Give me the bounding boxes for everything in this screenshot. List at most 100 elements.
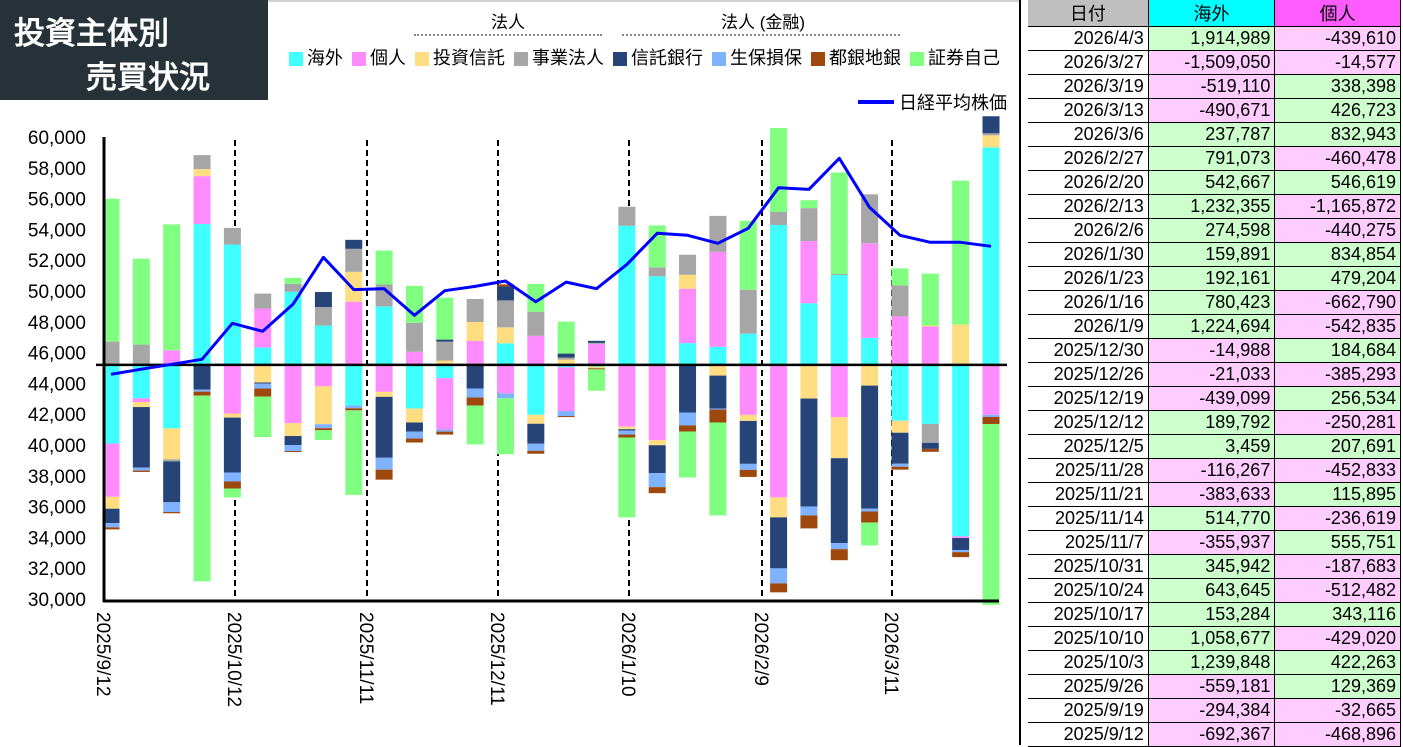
- bar-segment: [588, 341, 605, 343]
- bar-segment: [649, 445, 666, 473]
- bar-segment: [345, 410, 362, 495]
- bar-segment: [285, 445, 302, 451]
- cell-kojin: -32,665: [1275, 699, 1401, 723]
- bar-segment: [436, 430, 453, 432]
- x-tick-label: 2025/12/11: [486, 612, 507, 706]
- bar-segment: [497, 286, 514, 300]
- bar-segment: [679, 431, 696, 477]
- bar-segment: [952, 181, 969, 325]
- y-tick-label: 52,000: [28, 251, 86, 272]
- bar-segment: [315, 386, 332, 424]
- x-tick-label: 2026/1/10: [617, 612, 638, 697]
- bar-segment: [831, 417, 848, 458]
- bar-segment: [588, 367, 605, 369]
- bar-segment: [679, 413, 696, 426]
- cell-date: 2026/4/3: [1028, 27, 1148, 51]
- bar-segment: [709, 252, 726, 347]
- bar-segment: [952, 325, 969, 365]
- cell-kojin: 338,398: [1275, 75, 1401, 99]
- cell-date: 2026/3/6: [1028, 123, 1148, 147]
- cell-kojin: -440,275: [1275, 219, 1401, 243]
- bar-segment: [527, 336, 544, 365]
- bar-segment: [922, 327, 939, 365]
- bar-segment: [315, 307, 332, 326]
- bar-segment: [709, 347, 726, 365]
- cell-kaigai: -355,937: [1148, 531, 1275, 555]
- cell-kaigai: 514,770: [1148, 507, 1275, 531]
- bar-segment: [558, 367, 575, 411]
- table-row: 2026/3/27-1,509,050-14,577: [1028, 51, 1401, 75]
- bar-segment: [891, 433, 908, 464]
- bar-segment: [558, 416, 575, 417]
- bar-segment: [649, 473, 666, 487]
- bar-segment: [345, 272, 362, 302]
- y-tick-label: 48,000: [28, 313, 86, 334]
- bar-segment: [558, 322, 575, 354]
- bar-segment: [376, 470, 393, 480]
- y-tick-label: 54,000: [28, 220, 86, 241]
- bar-segment: [588, 343, 605, 344]
- bar-segment: [376, 392, 393, 397]
- cell-date: 2026/1/30: [1028, 243, 1148, 267]
- bar-segment: [679, 343, 696, 365]
- bar-segment: [467, 398, 484, 406]
- bar-segment: [194, 224, 211, 365]
- cell-date: 2026/3/19: [1028, 75, 1148, 99]
- bar-segment: [194, 392, 211, 396]
- bar-segment: [254, 294, 271, 309]
- bar-segment: [618, 226, 635, 365]
- bar-segment: [406, 409, 423, 423]
- bar-segment: [922, 365, 939, 424]
- bar-segment: [133, 259, 150, 345]
- cell-kojin: 129,369: [1275, 675, 1401, 699]
- bar-segment: [285, 451, 302, 452]
- bar-segment: [497, 365, 514, 393]
- bar-segment: [436, 432, 453, 435]
- bar-segment: [497, 327, 514, 343]
- bar-segment: [679, 275, 696, 289]
- cell-date: 2026/1/9: [1028, 315, 1148, 339]
- cell-date: 2025/10/3: [1028, 651, 1148, 675]
- cell-kaigai: 153,284: [1148, 603, 1275, 627]
- bar-segment: [861, 509, 878, 512]
- cell-kojin: 834,854: [1275, 243, 1401, 267]
- bar-segment: [254, 365, 271, 383]
- bar-segment: [952, 538, 969, 550]
- cell-date: 2025/10/10: [1028, 627, 1148, 651]
- x-tick-label: 2025/9/12: [92, 612, 113, 697]
- bar-segment: [163, 459, 180, 461]
- bar-segment: [770, 212, 787, 225]
- cell-kojin: -439,610: [1275, 27, 1401, 51]
- cell-kaigai: -383,633: [1148, 483, 1275, 507]
- cell-date: 2026/2/6: [1028, 219, 1148, 243]
- bar-segment: [618, 431, 635, 435]
- bar-segment: [527, 312, 544, 336]
- bar-segment: [163, 512, 180, 513]
- cell-kaigai: 780,423: [1148, 291, 1275, 315]
- cell-kaigai: -519,110: [1148, 75, 1275, 99]
- cell-date: 2025/11/28: [1028, 459, 1148, 483]
- bar-segment: [740, 290, 757, 334]
- bar-segment: [345, 405, 362, 408]
- bar-segment: [679, 365, 696, 413]
- bar-segment: [831, 543, 848, 549]
- bar-segment: [345, 240, 362, 249]
- cell-date: 2026/1/23: [1028, 267, 1148, 291]
- bar-segment: [649, 276, 666, 365]
- bar-segment: [194, 176, 211, 224]
- bar-segment: [983, 135, 1000, 147]
- bar-segment: [224, 228, 241, 245]
- cell-kaigai: -439,099: [1148, 387, 1275, 411]
- cell-kaigai: 237,787: [1148, 123, 1275, 147]
- cell-kaigai: -692,367: [1148, 723, 1275, 747]
- bar-segment: [983, 133, 1000, 135]
- cell-kaigai: 1,914,989: [1148, 27, 1275, 51]
